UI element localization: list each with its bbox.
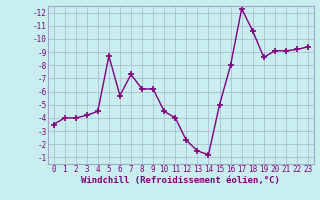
X-axis label: Windchill (Refroidissement éolien,°C): Windchill (Refroidissement éolien,°C) [81,176,280,185]
